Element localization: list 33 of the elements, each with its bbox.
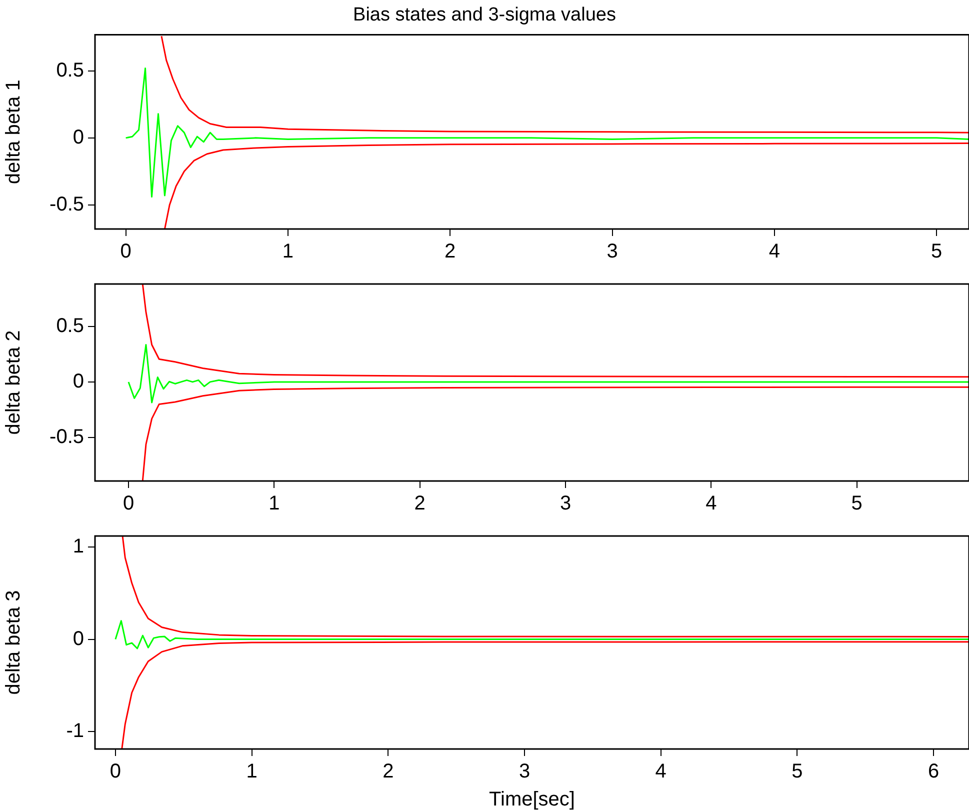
x-tick-label: 4 <box>706 492 717 515</box>
x-tick-label: 1 <box>268 492 280 515</box>
x-tick-label: 3 <box>518 760 530 783</box>
x-axis-title: Time[sec] <box>489 788 575 811</box>
x-tick-label: 6 <box>928 760 940 783</box>
x-tick-label: 1 <box>246 760 258 783</box>
chart-title: Bias states and 3-sigma values <box>353 4 616 26</box>
x-tick-label: 0 <box>122 492 134 515</box>
x-tick-label: 2 <box>382 760 394 783</box>
x-tick-label: 3 <box>606 240 618 263</box>
x-tick-label: 0 <box>120 240 132 263</box>
y-axis-title: delta beta 1 <box>2 80 25 184</box>
x-tick-label: 4 <box>768 240 780 263</box>
x-tick-label: 2 <box>414 492 426 515</box>
x-tick-label: 5 <box>931 240 942 263</box>
x-tick-label: 1 <box>282 240 294 263</box>
y-tick-label: -0.5 <box>50 426 84 448</box>
y-tick-label: 0 <box>72 126 84 148</box>
x-tick-label: 3 <box>560 492 572 515</box>
y-tick-label: 1 <box>72 536 84 558</box>
y-tick-label: 0 <box>72 370 84 392</box>
x-tick-label: 0 <box>110 760 122 783</box>
x-tick-label: 5 <box>792 760 803 783</box>
x-tick-label: 5 <box>851 492 862 515</box>
y-tick-label: 0 <box>72 628 84 650</box>
x-tick-label: 2 <box>444 240 456 263</box>
y-tick-label: 0.5 <box>56 314 84 337</box>
y-tick-label: 0.5 <box>56 59 84 82</box>
y-axis-title: delta beta 2 <box>2 330 25 435</box>
y-tick-label: -1 <box>66 720 84 742</box>
y-tick-label: -0.5 <box>50 193 84 216</box>
x-tick-label: 4 <box>655 760 666 783</box>
y-axis-title: delta beta 3 <box>2 590 25 695</box>
